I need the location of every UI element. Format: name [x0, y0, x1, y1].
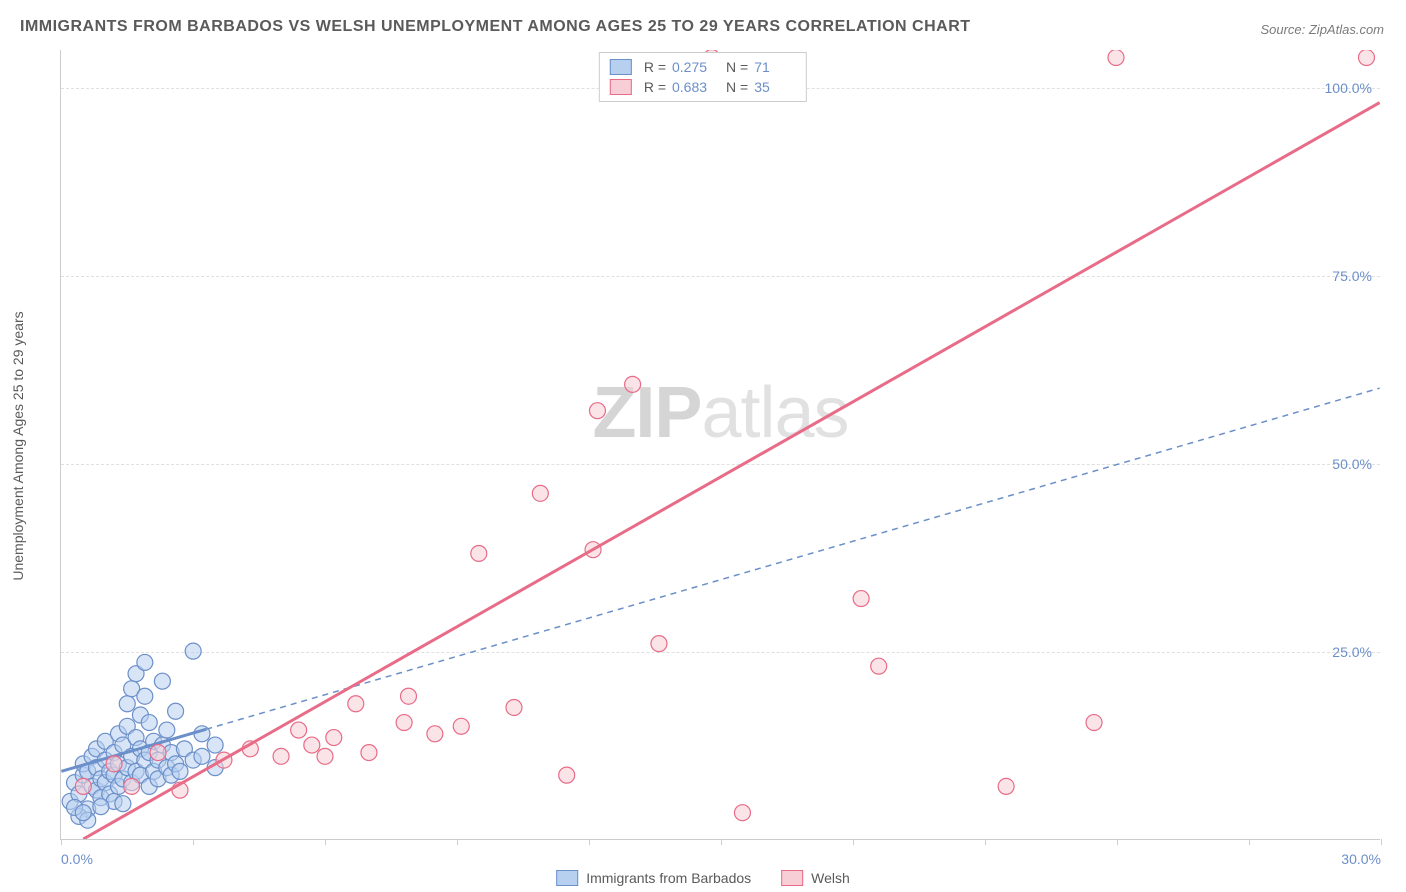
- x-tick: [853, 839, 854, 845]
- data-point: [124, 778, 140, 794]
- data-point: [625, 376, 641, 392]
- data-point: [651, 636, 667, 652]
- data-point: [159, 722, 175, 738]
- x-tick: [61, 839, 62, 845]
- x-tick: [325, 839, 326, 845]
- data-point: [998, 778, 1014, 794]
- data-point: [471, 545, 487, 561]
- stat-r-1: 0.683: [672, 79, 714, 95]
- data-point: [291, 722, 307, 738]
- chart-title: IMMIGRANTS FROM BARBADOS VS WELSH UNEMPL…: [20, 18, 971, 36]
- x-tick: [193, 839, 194, 845]
- x-tick: [1381, 839, 1382, 845]
- data-point: [273, 748, 289, 764]
- regression-line-solid: [83, 103, 1379, 839]
- x-tick: [721, 839, 722, 845]
- data-point: [172, 763, 188, 779]
- data-point: [361, 745, 377, 761]
- data-point: [401, 688, 417, 704]
- data-point: [1108, 50, 1124, 66]
- data-point: [119, 696, 135, 712]
- x-tick: [1117, 839, 1118, 845]
- legend-swatch-1: [781, 870, 803, 886]
- y-axis-label: Unemployment Among Ages 25 to 29 years: [10, 311, 26, 580]
- data-point: [396, 715, 412, 731]
- series-legend: Immigrants from Barbados Welsh: [556, 870, 850, 886]
- plot-svg: [61, 50, 1380, 839]
- data-point: [427, 726, 443, 742]
- data-point: [93, 799, 109, 815]
- data-point: [207, 737, 223, 753]
- swatch-series-0: [610, 59, 632, 75]
- data-point: [1086, 715, 1102, 731]
- data-point: [115, 796, 131, 812]
- data-point: [168, 703, 184, 719]
- x-tick-label: 0.0%: [61, 851, 93, 867]
- stats-legend: R = 0.275 N = 71 R = 0.683 N = 35: [599, 52, 807, 102]
- x-tick: [589, 839, 590, 845]
- data-point: [853, 591, 869, 607]
- legend-label-1: Welsh: [811, 870, 850, 886]
- data-point: [75, 778, 91, 794]
- swatch-series-1: [610, 79, 632, 95]
- chart-container: IMMIGRANTS FROM BARBADOS VS WELSH UNEMPL…: [0, 0, 1406, 892]
- legend-swatch-0: [556, 870, 578, 886]
- data-point: [106, 756, 122, 772]
- data-point: [326, 730, 342, 746]
- data-point: [453, 718, 469, 734]
- data-point: [506, 700, 522, 716]
- stat-n-1: 35: [754, 79, 796, 95]
- data-point: [532, 485, 548, 501]
- x-tick: [1249, 839, 1250, 845]
- data-point: [185, 643, 201, 659]
- x-tick: [985, 839, 986, 845]
- x-tick-label: 30.0%: [1341, 851, 1381, 867]
- data-point: [1358, 50, 1374, 66]
- data-point: [348, 696, 364, 712]
- source-label: Source: ZipAtlas.com: [1260, 22, 1384, 37]
- x-tick: [457, 839, 458, 845]
- data-point: [141, 715, 157, 731]
- legend-item-0: Immigrants from Barbados: [556, 870, 751, 886]
- data-point: [317, 748, 333, 764]
- legend-item-1: Welsh: [781, 870, 850, 886]
- stat-n-0: 71: [754, 59, 796, 75]
- data-point: [137, 688, 153, 704]
- data-point: [194, 748, 210, 764]
- data-point: [150, 745, 166, 761]
- stats-row-series-0: R = 0.275 N = 71: [610, 57, 796, 77]
- legend-label-0: Immigrants from Barbados: [586, 870, 751, 886]
- stats-row-series-1: R = 0.683 N = 35: [610, 77, 796, 97]
- data-point: [75, 805, 91, 821]
- data-point: [137, 654, 153, 670]
- regression-line-dashed: [206, 388, 1379, 729]
- data-point: [304, 737, 320, 753]
- data-point: [871, 658, 887, 674]
- data-point: [154, 673, 170, 689]
- plot-area: ZIPatlas 25.0%50.0%75.0%100.0%0.0%30.0%: [60, 50, 1380, 840]
- data-point: [559, 767, 575, 783]
- stat-r-0: 0.275: [672, 59, 714, 75]
- data-point: [734, 805, 750, 821]
- data-point: [589, 403, 605, 419]
